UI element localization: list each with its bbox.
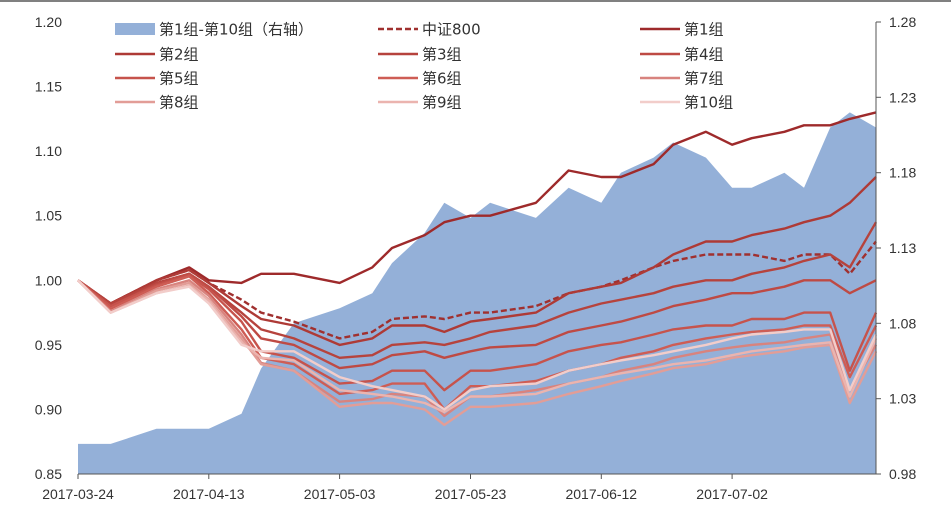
legend-item-6: 第5组: [115, 70, 199, 88]
x-tick-label: 2017-07-02: [696, 486, 768, 502]
legend-item-9: 第8组: [115, 94, 199, 112]
y-right-tick-label: 1.23: [889, 89, 916, 105]
x-tick-label: 2017-05-03: [304, 486, 376, 502]
x-tick-label: 2017-04-13: [173, 486, 245, 502]
y-left-tick-label: 1.05: [35, 208, 62, 224]
legend-swatch: [115, 23, 155, 35]
legend-label: 第9组: [422, 94, 462, 112]
x-tick-label: 2017-05-23: [435, 486, 507, 502]
series-line-3: [77, 221, 878, 359]
legend-item-10: 第9组: [378, 94, 462, 112]
legend-item-3: 第2组: [115, 46, 199, 64]
y-right-tick-label: 1.28: [889, 14, 916, 30]
legend-label: 第5组: [159, 70, 199, 88]
legend-item-1: 中证800: [378, 21, 481, 39]
area-series-group1-minus-group10: [78, 112, 876, 475]
legend-item-0: 第1组-第10组（右轴）: [115, 21, 313, 39]
legend-label: 第4组: [684, 46, 724, 64]
y-right-tick-label: 1.13: [889, 240, 916, 256]
x-tick-label: 2017-03-24: [42, 486, 114, 502]
legend-label: 第7组: [684, 70, 724, 88]
series-line-0: [77, 240, 877, 340]
y-left-tick-label: 1.20: [35, 14, 62, 30]
y-left-tick-label: 0.90: [35, 401, 62, 417]
series-line-2: [77, 176, 877, 347]
legend-label: 第6组: [422, 70, 462, 88]
legend-label: 第10组: [684, 94, 733, 112]
series-line-8: [77, 279, 878, 427]
legend-item-5: 第4组: [640, 46, 724, 64]
y-left-tick-label: 0.95: [35, 337, 62, 353]
legend-label: 第2组: [159, 46, 199, 64]
legend-item-8: 第7组: [640, 70, 724, 88]
lines-layer: [77, 111, 878, 427]
series-line-5: [77, 273, 878, 392]
y-left-tick-label: 1.15: [35, 79, 62, 95]
y-right-tick-label: 1.18: [889, 165, 916, 181]
y-left-tick-label: 1.00: [35, 272, 62, 288]
legend-item-11: 第10组: [640, 94, 733, 112]
y-left-tick-label: 0.85: [35, 466, 62, 482]
legend-label: 中证800: [422, 21, 481, 39]
x-tick-label: 2017-06-12: [565, 486, 637, 502]
series-line-4: [77, 272, 877, 370]
legend-item-7: 第6组: [378, 70, 462, 88]
area-layer: [78, 112, 876, 475]
y-left-tick-label: 1.10: [35, 143, 62, 159]
legend-label: 第8组: [159, 94, 199, 112]
legend-label: 第3组: [422, 46, 462, 64]
series-line-9: [77, 279, 878, 414]
series-line-1: [77, 111, 877, 305]
legend-item-2: 第1组: [640, 21, 724, 39]
legend-label: 第1组-第10组（右轴）: [159, 21, 313, 39]
y-right-tick-label: 1.08: [889, 315, 916, 331]
legend-label: 第1组: [684, 21, 724, 39]
y-right-tick-label: 0.98: [889, 466, 916, 482]
series-line-10: [77, 279, 878, 411]
y-right-tick-label: 1.03: [889, 391, 916, 407]
legend-item-4: 第3组: [378, 46, 462, 64]
